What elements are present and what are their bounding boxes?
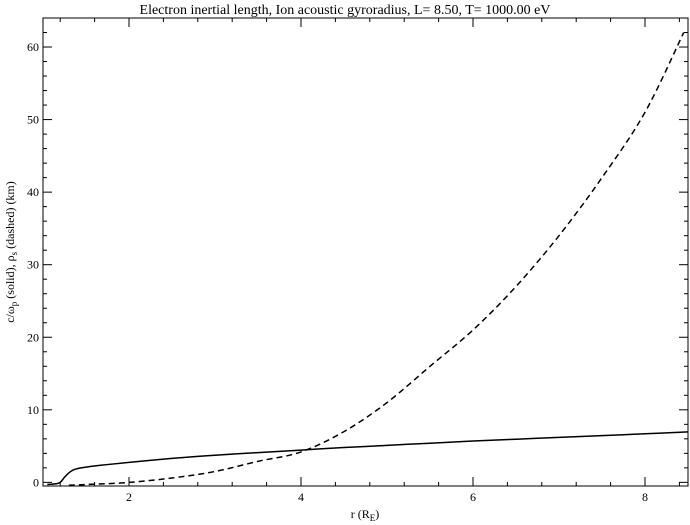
plot-frame <box>42 17 689 487</box>
solid-series-line <box>47 431 689 486</box>
y-tick-label: 0 <box>33 475 39 489</box>
dashed-series-line <box>68 32 685 487</box>
y-tick-label: 60 <box>27 40 39 54</box>
y-tick-label: 30 <box>27 258 39 272</box>
x-tick-label: 8 <box>642 490 648 504</box>
y-tick-label: 20 <box>27 330 39 344</box>
y-tick-label: 10 <box>27 403 39 417</box>
chart-title: Electron inertial length, Ion acoustic g… <box>140 3 551 18</box>
x-tick-label: 6 <box>470 490 476 504</box>
x-tick-label: 2 <box>126 490 132 504</box>
x-axis-label: r (RE) <box>351 507 380 523</box>
x-axis-ticks: 2 4 6 8 <box>59 18 680 504</box>
y-tick-label: 50 <box>27 113 39 127</box>
y-tick-label: 40 <box>27 185 39 199</box>
x-tick-label: 4 <box>298 490 304 504</box>
y-axis-label: c/ωp (solid), ρs (dashed) (km) <box>3 181 19 323</box>
series-layer <box>47 32 689 487</box>
y-axis-ticks: 0 10 20 30 40 50 60 <box>27 32 688 489</box>
